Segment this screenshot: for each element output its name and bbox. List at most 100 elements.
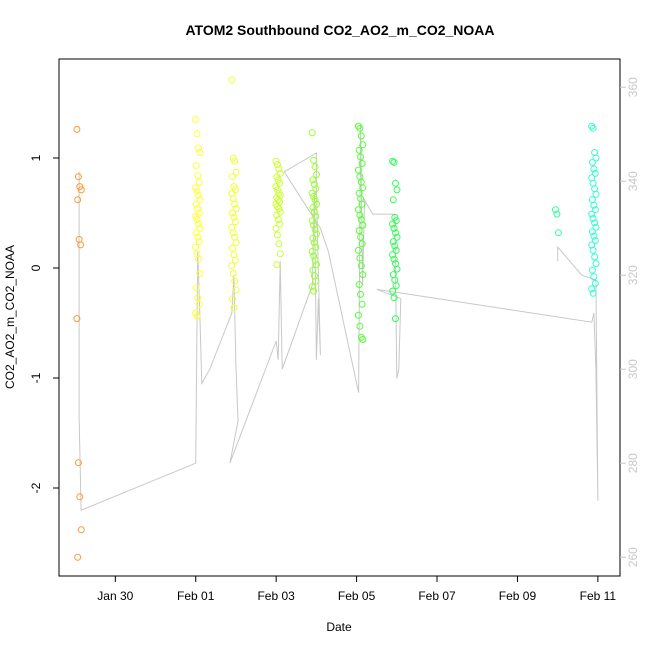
data-point [590, 273, 598, 281]
data-point [272, 157, 280, 165]
data-point [588, 158, 596, 166]
data-point [229, 209, 236, 217]
data-point [273, 261, 281, 269]
data-point [591, 219, 599, 227]
data-point [356, 124, 364, 132]
data-point [274, 216, 282, 224]
data-point [195, 238, 203, 246]
x-tick-label: Feb 05 [338, 589, 376, 603]
chart-title: ATOM2 Southbound CO2_AO2_m_CO2_NOAA [185, 22, 494, 38]
data-point [192, 162, 200, 170]
data-point [356, 322, 364, 330]
data-point [390, 158, 398, 166]
data-point [231, 157, 239, 165]
data-point [310, 287, 318, 295]
data-point [311, 226, 319, 233]
data-point [73, 315, 81, 323]
data-point [390, 224, 398, 232]
data-point [312, 212, 320, 220]
data-point [358, 240, 366, 248]
data-point [308, 217, 316, 225]
data-point [228, 262, 236, 270]
data-point [77, 526, 85, 534]
data-point [554, 229, 562, 237]
data-point [273, 231, 281, 239]
data-point [273, 186, 281, 194]
data-point [195, 144, 202, 152]
data-point [196, 196, 204, 204]
data-point [310, 193, 318, 200]
altitude-tick-label: 300 [626, 359, 640, 379]
data-point [310, 156, 318, 164]
data-point [591, 206, 599, 214]
data-point [192, 116, 200, 123]
data-point [74, 553, 82, 561]
y-tick-label: -1 [29, 372, 43, 383]
data-point [589, 124, 597, 132]
data-point [76, 183, 84, 191]
altitude-track [78, 124, 599, 511]
data-point [389, 157, 397, 165]
data-point [391, 213, 399, 221]
data-point [193, 312, 201, 320]
data-point [308, 189, 316, 197]
data-point [389, 251, 397, 259]
data-point [231, 277, 239, 285]
data-point [232, 286, 240, 294]
data-point [195, 300, 203, 308]
data-point [229, 173, 236, 181]
data-point [275, 240, 283, 248]
data-point [310, 208, 318, 216]
data-point [195, 178, 203, 186]
x-tick-label: Feb 01 [177, 589, 215, 603]
data-point [192, 200, 200, 208]
altitude-tick-label: 360 [626, 77, 640, 97]
data-point [196, 270, 204, 277]
data-point [308, 283, 316, 291]
data-point [591, 169, 599, 177]
data-point [590, 165, 598, 173]
data-point [195, 220, 202, 228]
data-point [274, 176, 282, 184]
data-point [391, 242, 399, 250]
data-point [356, 254, 364, 262]
plot-frame [58, 58, 621, 577]
data-point [230, 304, 238, 312]
data-point [310, 180, 318, 188]
data-point [553, 210, 561, 218]
altitude-tick-label: 260 [626, 547, 640, 567]
data-point [313, 261, 320, 269]
data-point [592, 260, 600, 268]
data-point [272, 224, 280, 232]
altitude-tick-label: 320 [626, 265, 640, 285]
data-point [310, 221, 318, 229]
data-point [77, 241, 85, 249]
data-point [357, 290, 365, 298]
data-point [276, 198, 284, 206]
data-point [591, 237, 599, 244]
data-point [588, 210, 596, 218]
data-point [309, 234, 317, 242]
data-point [592, 223, 600, 231]
data-point [273, 161, 281, 169]
altitude-tick-label: 280 [626, 453, 640, 473]
data-point [194, 172, 202, 180]
data-point [192, 243, 200, 251]
data-point [229, 154, 237, 162]
x-axis: Jan 30 Feb 01 Feb 03 Feb 05 Feb 07 Feb 09 Feb … [97, 576, 616, 603]
data-point [311, 256, 319, 264]
x-tick-label: Jan 30 [97, 589, 133, 603]
data-point [229, 229, 237, 237]
data-point [359, 271, 367, 279]
data-point [192, 184, 200, 192]
data-point [357, 153, 365, 161]
data-point [390, 255, 398, 263]
data-point [74, 459, 82, 467]
data-point [357, 262, 365, 270]
x-tick-label: Feb 11 [580, 589, 617, 603]
data-point [590, 232, 598, 240]
x-tick-label: Feb 03 [257, 589, 295, 603]
data-point [195, 191, 202, 199]
data-point [390, 294, 398, 302]
